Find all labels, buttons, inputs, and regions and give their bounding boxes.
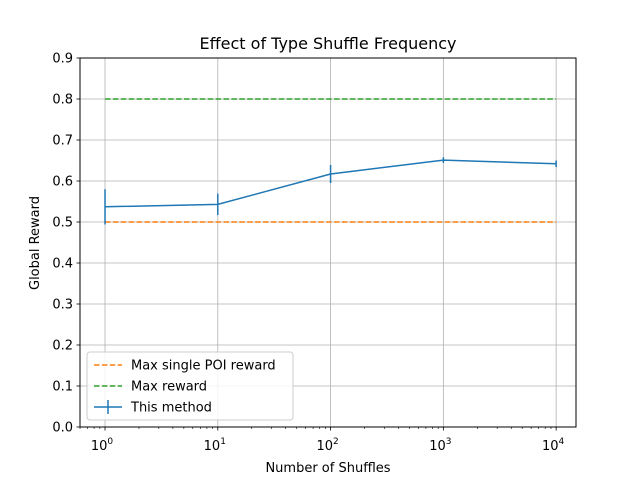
- y-tick-label: 0.7: [52, 134, 73, 149]
- x-tick-label: 101: [204, 437, 226, 454]
- x-tick-base: 10: [316, 439, 333, 454]
- legend: Max single POI reward Max reward This meth…: [86, 351, 294, 421]
- x-tick-exponent: 0: [107, 437, 113, 447]
- legend-box: [86, 351, 294, 421]
- legend-label: This method: [130, 401, 212, 416]
- x-axis-label: Number of Shuffles: [265, 461, 390, 476]
- x-tick-exponent: 3: [446, 437, 452, 447]
- y-axis: 0.0 0.1 0.2 0.3 0.4 0.5 0.6 0.7 0.8 0.9: [52, 52, 80, 436]
- y-tick-label: 0.6: [52, 175, 73, 190]
- x-axis: 100 101 102 103 104: [79, 427, 565, 454]
- y-tick-label: 0.0: [52, 421, 73, 436]
- y-axis-label: Global Reward: [28, 196, 43, 290]
- y-tick-label: 0.9: [52, 52, 73, 67]
- series-layer: [104, 98, 557, 225]
- x-tick-base: 10: [204, 439, 221, 454]
- y-tick-label: 0.1: [52, 380, 73, 395]
- x-tick-label: 102: [316, 437, 338, 454]
- plot-frame: [79, 57, 577, 428]
- x-tick-base: 10: [91, 439, 108, 454]
- x-tick-exponent: 2: [333, 437, 339, 447]
- x-tick-exponent: 1: [220, 437, 226, 447]
- x-tick-base: 10: [429, 439, 446, 454]
- x-tick-label: 100: [91, 437, 114, 454]
- x-tick-exponent: 4: [559, 437, 565, 447]
- y-tick-label: 0.2: [52, 339, 73, 354]
- y-tick-label: 0.5: [52, 216, 73, 231]
- y-tick-label: 0.4: [52, 257, 73, 272]
- x-tick-label: 103: [429, 437, 451, 454]
- x-tick-base: 10: [542, 439, 559, 454]
- legend-label: Max single POI reward: [131, 359, 276, 374]
- y-tick-label: 0.8: [52, 93, 73, 108]
- x-tick-label: 104: [542, 437, 565, 454]
- legend-label: Max reward: [131, 380, 207, 395]
- chart-title: Effect of Type Shuffle Frequency: [200, 34, 457, 53]
- y-tick-label: 0.3: [52, 298, 73, 313]
